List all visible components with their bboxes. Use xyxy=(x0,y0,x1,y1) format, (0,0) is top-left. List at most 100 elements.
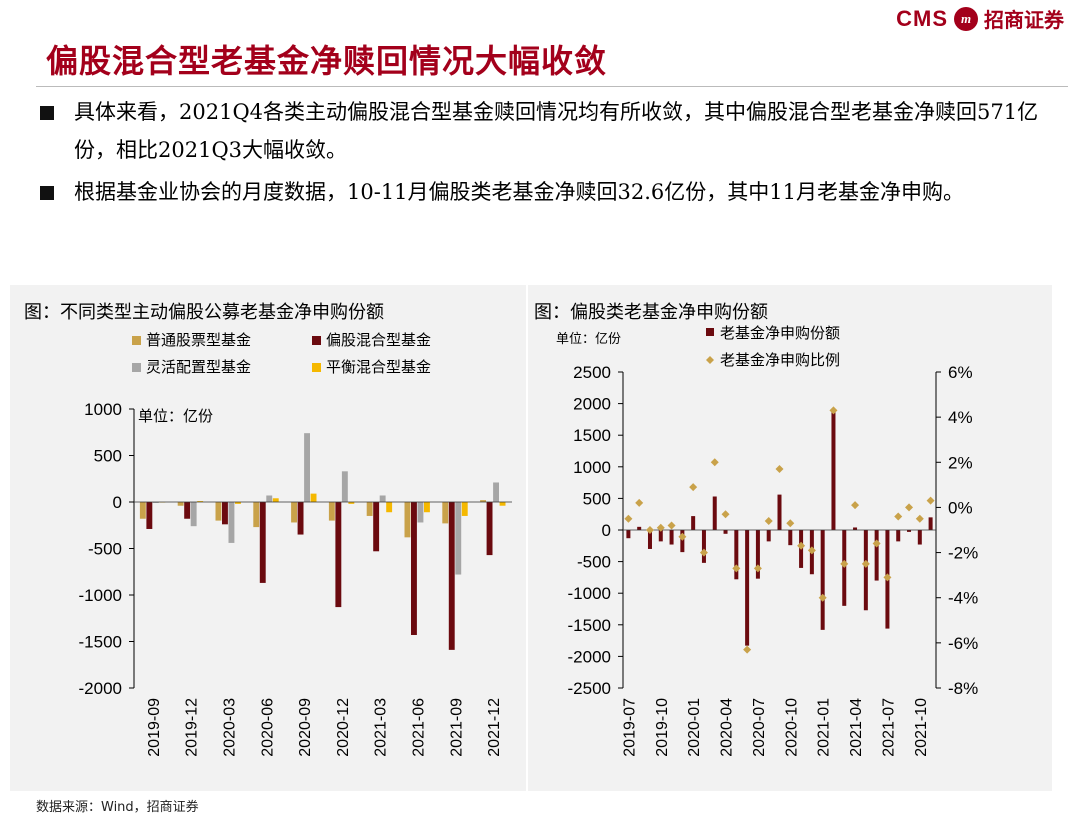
bar-2-10 xyxy=(486,502,493,556)
ratio-point-14 xyxy=(764,516,773,525)
x-tick-label: 2021-12 xyxy=(486,698,503,757)
bar-9 xyxy=(712,496,717,530)
y2-tick-label: -8% xyxy=(948,679,978,698)
x-tick-label: 2020-12 xyxy=(335,698,352,757)
bullet-item-1: 具体来看，2021Q4各类主动偏股混合型基金赎回情况均有所收敛，其中偏股混合型老… xyxy=(36,93,1046,169)
bar-2-5 xyxy=(297,502,304,535)
y-tick-label: -1000 xyxy=(79,586,122,605)
chart-unit-label: 单位：亿份 xyxy=(556,332,621,347)
bullet-list: 具体来看，2021Q4各类主动偏股混合型基金赎回情况均有所收敛，其中偏股混合型老… xyxy=(36,93,1046,215)
bar-11 xyxy=(734,530,739,580)
bar-3-8 xyxy=(417,502,424,523)
bar-24 xyxy=(874,530,879,581)
y-tick-label: -500 xyxy=(577,553,611,572)
bar-8 xyxy=(701,530,706,563)
ratio-point-21 xyxy=(840,559,849,568)
legend-label-3: 灵活配置型基金 xyxy=(146,358,251,376)
brand-chinese-name: 招商证券 xyxy=(984,8,1064,32)
bar-7 xyxy=(691,516,696,530)
y-tick-label: 0 xyxy=(113,493,122,512)
bar-28 xyxy=(917,530,922,545)
y-tick-label: 2500 xyxy=(573,363,611,382)
bar-2-4 xyxy=(259,502,266,583)
legend-swatch-2 xyxy=(312,336,321,345)
x-tick-label: 2021-04 xyxy=(848,698,865,757)
bar-13 xyxy=(755,530,760,579)
bar-14 xyxy=(766,530,771,542)
bar-2-6 xyxy=(335,502,342,608)
ratio-point-22 xyxy=(851,501,860,510)
bar-4-4 xyxy=(272,498,279,502)
y-tick-label: 1000 xyxy=(573,458,611,477)
bar-2 xyxy=(637,526,642,530)
y-tick-label: 1000 xyxy=(84,400,122,419)
y-tick-label: 1500 xyxy=(573,426,611,445)
y2-tick-label: 4% xyxy=(948,408,973,427)
ratio-point-24 xyxy=(872,539,881,548)
ratio-point-26 xyxy=(894,512,903,521)
ratio-point-12 xyxy=(743,645,752,654)
ratio-point-17 xyxy=(797,541,806,550)
y-tick-label: 2000 xyxy=(573,395,611,414)
bar-12 xyxy=(745,530,750,646)
bar-1-8 xyxy=(404,502,411,538)
x-tick-label: 2020-06 xyxy=(259,698,276,757)
bar-4-2 xyxy=(197,501,204,502)
bar-1-1 xyxy=(139,502,146,519)
legend-label-ratio: 老基金净申购比例 xyxy=(720,351,840,369)
bar-3 xyxy=(647,530,652,549)
y-tick-label: 0 xyxy=(602,521,611,540)
bar-4-3 xyxy=(235,502,241,504)
title-divider xyxy=(36,86,1068,87)
bar-4 xyxy=(658,530,663,542)
ratio-point-23 xyxy=(861,559,870,568)
bar-1-6 xyxy=(328,502,335,521)
bar-2-1 xyxy=(146,502,153,529)
x-tick-label: 2021-10 xyxy=(913,698,930,757)
bar-1-2 xyxy=(177,502,184,506)
bar-1-9 xyxy=(442,502,449,524)
bar-4-7 xyxy=(386,502,393,513)
y-tick-label: -500 xyxy=(88,540,122,559)
square-bullet-icon xyxy=(40,186,54,200)
legend-swatch-3 xyxy=(132,363,141,372)
bar-3-9 xyxy=(455,502,462,575)
legend-label-2: 偏股混合型基金 xyxy=(326,331,431,349)
x-tick-label: 2021-03 xyxy=(373,698,390,757)
bar-3-3 xyxy=(228,502,235,543)
bullet-text-1: 具体来看，2021Q4各类主动偏股混合型基金赎回情况均有所收敛，其中偏股混合型老… xyxy=(74,100,1039,162)
bar-5 xyxy=(669,530,674,545)
y2-tick-label: -2% xyxy=(948,544,978,563)
chart-title: 图：偏股类老基金净申购份额 xyxy=(534,302,768,323)
bar-2-3 xyxy=(222,502,228,525)
bar-22 xyxy=(853,527,858,530)
bar-3-7 xyxy=(379,495,386,502)
bar-4-8 xyxy=(424,502,430,513)
y2-tick-label: 0% xyxy=(948,498,973,517)
ratio-point-29 xyxy=(926,496,935,505)
page-title: 偏股混合型老基金净赎回情况大幅收敛 xyxy=(46,42,608,80)
legend-marker-ratio xyxy=(706,356,714,364)
x-tick-label: 2020-04 xyxy=(719,698,736,757)
bar-4-9 xyxy=(461,502,468,516)
legend-swatch-4 xyxy=(312,363,321,372)
bar-26 xyxy=(896,530,901,542)
ratio-point-25 xyxy=(883,573,892,582)
x-tick-label: 2021-09 xyxy=(448,698,465,757)
bar-1-3 xyxy=(215,502,222,521)
bar-20 xyxy=(831,411,836,530)
bar-3-4 xyxy=(266,495,273,502)
ratio-point-2 xyxy=(635,498,644,507)
bar-27 xyxy=(907,530,912,532)
bar-1-10 xyxy=(480,500,486,502)
legend-label-bar: 老基金净申购份额 xyxy=(720,324,840,342)
bar-23 xyxy=(863,530,868,611)
bar-4-10 xyxy=(499,502,506,506)
ratio-point-1 xyxy=(624,514,633,523)
ratio-point-20 xyxy=(829,406,838,415)
y-tick-label: -2000 xyxy=(568,647,611,666)
x-tick-label: 2020-01 xyxy=(686,698,703,757)
bar-10 xyxy=(723,530,728,534)
y-tick-label: 500 xyxy=(583,489,611,508)
